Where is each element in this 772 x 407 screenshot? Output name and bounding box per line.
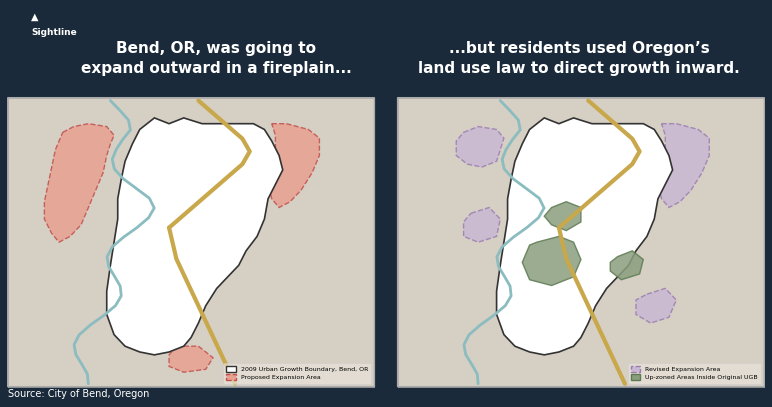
Polygon shape — [658, 124, 709, 208]
Polygon shape — [169, 346, 213, 372]
Polygon shape — [45, 124, 114, 242]
Polygon shape — [107, 118, 283, 355]
Polygon shape — [610, 251, 643, 280]
Text: Source: City of Bend, Oregon: Source: City of Bend, Oregon — [8, 389, 149, 399]
Polygon shape — [456, 127, 504, 167]
Polygon shape — [268, 124, 320, 208]
Text: ...but residents used Oregon’s
land use law to direct growth inward.: ...but residents used Oregon’s land use … — [418, 41, 740, 76]
Polygon shape — [636, 289, 676, 323]
Legend: 2009 Urban Growth Boundary, Bend, OR, Proposed Expansion Area: 2009 Urban Growth Boundary, Bend, OR, Pr… — [223, 363, 371, 383]
Polygon shape — [544, 202, 581, 231]
FancyBboxPatch shape — [8, 98, 374, 387]
Legend: Revised Expansion Area, Up-zoned Areas Inside Original UGB: Revised Expansion Area, Up-zoned Areas I… — [628, 363, 761, 383]
Text: ▲: ▲ — [31, 12, 39, 22]
Polygon shape — [463, 208, 500, 242]
Polygon shape — [496, 118, 672, 355]
Text: Sightline: Sightline — [31, 28, 76, 37]
Text: Bend, OR, was going to
expand outward in a fireplain...: Bend, OR, was going to expand outward in… — [81, 41, 351, 76]
Polygon shape — [523, 236, 581, 286]
FancyBboxPatch shape — [398, 98, 764, 387]
